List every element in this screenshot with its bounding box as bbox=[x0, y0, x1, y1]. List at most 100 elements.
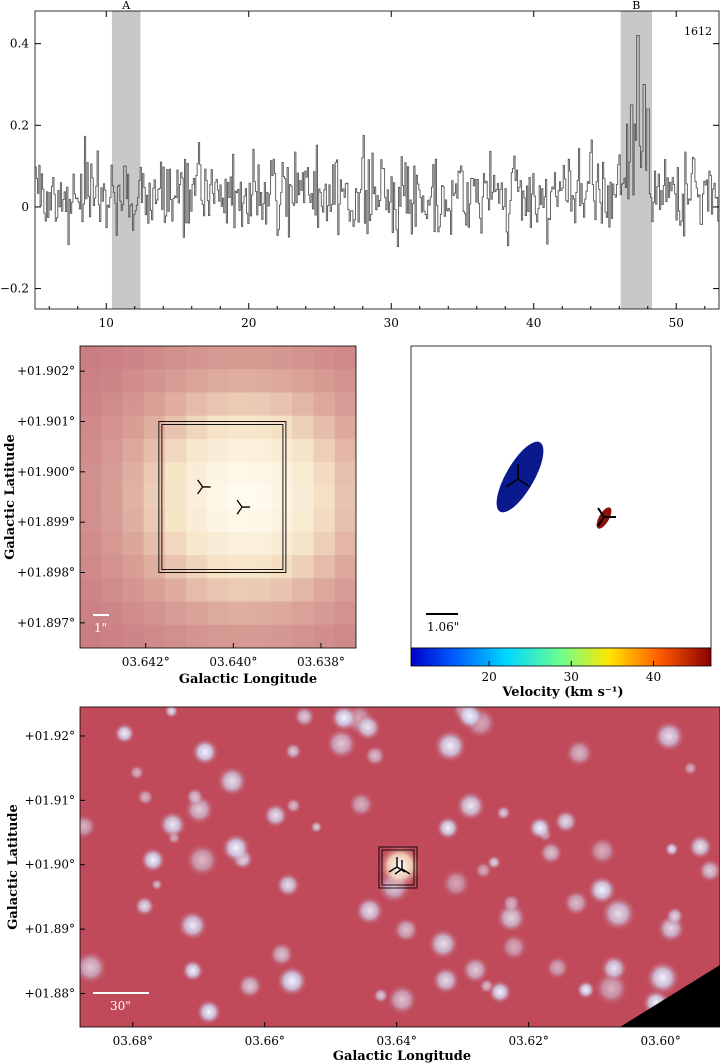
wide-field-star bbox=[645, 960, 681, 996]
zoom-map-pixel bbox=[122, 555, 145, 579]
zoom-map-pixel bbox=[334, 462, 356, 486]
colorbar-tick-label: 30 bbox=[564, 670, 579, 684]
zoom-map-pixel bbox=[313, 415, 336, 440]
zoom-map-pixel bbox=[164, 485, 187, 510]
zoom-map-pixel bbox=[313, 624, 336, 648]
spectrum-ytick-label: 0 bbox=[21, 200, 29, 214]
zoom-map-pixel bbox=[292, 462, 314, 486]
ellipse-red-marker bbox=[597, 507, 616, 527]
colorbar-ticks: 20 30 40 bbox=[481, 661, 661, 684]
spectrum-region-A bbox=[111, 11, 141, 309]
wide-field-star bbox=[284, 742, 302, 761]
spectrum-id-label: 1612 bbox=[684, 25, 712, 38]
spectrum-ytick-label: −0.2 bbox=[0, 282, 29, 296]
zoom-map-pixel bbox=[271, 392, 293, 417]
zoom-map-pixel bbox=[164, 438, 187, 463]
wide-field-star bbox=[310, 820, 323, 834]
zoom-map-pixel bbox=[143, 601, 166, 626]
zoom-map-pixel bbox=[186, 415, 208, 440]
wide-field-star bbox=[495, 902, 527, 934]
zoom-map-pixel bbox=[228, 369, 251, 393]
zoom-map-pixel bbox=[164, 578, 187, 602]
wide-field-ytick-label: +01.90° bbox=[25, 858, 75, 872]
zoom-map-pixel bbox=[143, 438, 166, 463]
ellipse-blue-marker bbox=[505, 464, 531, 488]
wide-field-star bbox=[587, 836, 617, 866]
zoom-map-pixel bbox=[164, 624, 187, 648]
zoom-map-pixel bbox=[249, 578, 272, 602]
zoom-map-pixel bbox=[143, 578, 166, 602]
spectrum-xtick-label: 40 bbox=[526, 316, 541, 330]
spectrum-ytick-label: 0.4 bbox=[10, 37, 29, 51]
wide-field-star bbox=[150, 878, 163, 891]
zoom-map-pixel bbox=[249, 415, 272, 440]
zoom-map-pixel bbox=[207, 531, 230, 556]
wide-field-star bbox=[683, 761, 698, 776]
zoom-map-aperture-box-inner bbox=[161, 424, 284, 570]
zoom-map-pixel bbox=[101, 462, 123, 486]
zoom-map-pixel bbox=[122, 485, 145, 510]
velocity-scalebar-label: 1.06" bbox=[427, 620, 459, 634]
zoom-map-pixel bbox=[186, 369, 208, 393]
wide-field-marker-b bbox=[394, 860, 411, 875]
spectrum-ticks: 10 20 30 40 50 −0.2 0 0.2 0.4 bbox=[0, 11, 719, 330]
zoom-map-pixel bbox=[334, 601, 356, 626]
wide-field-star bbox=[687, 834, 713, 860]
zoom-map-pixel bbox=[334, 508, 356, 533]
zoom-map-pixel bbox=[101, 485, 123, 510]
zoom-map-pixel bbox=[207, 601, 230, 626]
spectrum-region-label: B bbox=[632, 0, 640, 12]
wide-field-ticks: 03.68° 03.66° 03.64° 03.62° 03.60° +01.92° +01… bbox=[25, 729, 681, 1048]
zoom-map-xtick-label: 03.640° bbox=[209, 655, 257, 669]
wide-field-star bbox=[325, 727, 358, 760]
zoom-map-pixel bbox=[122, 578, 145, 602]
zoom-map-pixel bbox=[271, 462, 293, 486]
zoom-map-pixel bbox=[80, 392, 102, 417]
wide-field-bright-star bbox=[528, 816, 552, 840]
zoom-map-pixel bbox=[186, 485, 208, 510]
wide-field-ytick-label: +01.89° bbox=[25, 922, 75, 936]
zoom-map-pixel bbox=[249, 485, 272, 510]
zoom-map-pixel bbox=[313, 346, 336, 370]
wide-field-star bbox=[653, 720, 686, 753]
wide-field-star bbox=[431, 965, 461, 995]
wide-field-bright-star bbox=[221, 833, 251, 863]
wide-field-star bbox=[553, 809, 579, 834]
colorbar-label: Velocity (km s⁻¹) bbox=[501, 685, 623, 700]
zoom-map-pixel bbox=[186, 508, 208, 533]
zoom-map-pixel bbox=[101, 392, 123, 417]
wide-field-bright-star bbox=[587, 875, 617, 905]
zoom-map-pixel bbox=[122, 624, 145, 648]
wide-field-star bbox=[576, 980, 596, 1000]
wide-field-bright-star bbox=[191, 738, 219, 766]
wide-field-star bbox=[136, 788, 154, 806]
zoom-map-pixel bbox=[164, 462, 187, 486]
wide-field-star bbox=[441, 868, 472, 899]
spectrum-region-label: A bbox=[121, 0, 131, 12]
wide-field-star bbox=[392, 916, 420, 944]
zoom-map-marker bbox=[236, 499, 251, 515]
wide-field-star bbox=[181, 959, 205, 983]
zoom-map-pixel bbox=[271, 578, 293, 602]
wide-field-star bbox=[665, 906, 685, 926]
zoom-map-ytick-label: +01.899° bbox=[17, 515, 75, 529]
wide-field-scalebar-label: 30" bbox=[110, 999, 131, 1013]
wide-field-star bbox=[433, 728, 468, 764]
zoom-map-pixel bbox=[249, 531, 272, 556]
wide-field-star bbox=[600, 895, 637, 932]
wide-field-bright-star bbox=[140, 847, 166, 873]
zoom-map-pixel bbox=[164, 508, 187, 533]
zoom-map-pixel bbox=[101, 369, 123, 393]
zoom-map-pixel bbox=[292, 392, 314, 417]
zoom-map-pixel bbox=[271, 624, 293, 648]
wide-field-star bbox=[562, 889, 590, 917]
wide-field-star bbox=[185, 843, 220, 878]
wide-field-xlabel: Galactic Longitude bbox=[333, 1049, 471, 1064]
zoom-map-pixel bbox=[249, 392, 272, 417]
zoom-map-pixel bbox=[292, 369, 314, 393]
wide-field-star bbox=[185, 787, 205, 807]
zoom-map-pixel bbox=[143, 531, 166, 556]
wide-field-xtick-label: 03.62° bbox=[508, 1034, 548, 1048]
spectrum-line bbox=[35, 35, 719, 247]
